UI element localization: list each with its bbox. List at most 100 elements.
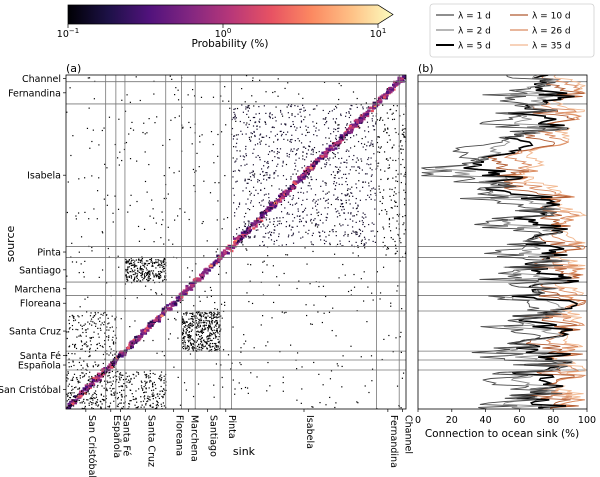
heatmap-point — [359, 229, 362, 231]
heatmap-point — [363, 243, 365, 245]
heatmap-point — [388, 334, 390, 337]
heatmap-point — [270, 239, 273, 241]
heatmap-cell — [269, 203, 273, 206]
heatmap-cell — [178, 295, 182, 298]
heatmap-point — [362, 106, 364, 108]
heatmap-point — [267, 167, 269, 169]
heatmap-point — [387, 159, 389, 161]
heatmap-point — [177, 89, 179, 91]
heatmap-point — [324, 182, 326, 184]
heatmap-cell — [319, 155, 323, 158]
heatmap-point — [300, 237, 302, 239]
heatmap-point — [302, 104, 304, 106]
heatmap-point — [100, 406, 102, 408]
heatmap-point — [320, 239, 322, 241]
heatmap-point — [315, 178, 317, 181]
heatmap-point — [280, 123, 282, 125]
heatmap-point — [282, 175, 285, 177]
heatmap-point — [272, 265, 274, 267]
heatmap-point — [199, 324, 201, 327]
heatmap-point — [197, 311, 199, 313]
heatmap-point — [245, 340, 247, 342]
heatmap-point — [298, 140, 301, 142]
heatmap-point — [249, 280, 251, 282]
heatmap-point — [232, 138, 234, 140]
heatmap-point — [114, 319, 116, 321]
heatmap-point — [328, 234, 330, 236]
heatmap-point — [125, 258, 127, 261]
heatmap-point — [216, 330, 218, 332]
heatmap-cell — [395, 83, 399, 86]
series-line — [421, 75, 568, 409]
heatmap-point — [273, 151, 275, 153]
heatmap-point — [66, 400, 68, 402]
heatmap-point — [367, 157, 370, 159]
heatmap-point — [126, 94, 128, 96]
heatmap-point — [343, 161, 345, 163]
heatmap-point — [395, 247, 397, 250]
heatmap-point — [260, 226, 262, 228]
heatmap-point — [288, 116, 290, 119]
heatmap-point — [236, 180, 238, 182]
heatmap-point — [285, 311, 287, 314]
heatmap-point — [216, 321, 218, 323]
heatmap-point — [277, 157, 279, 159]
heatmap-cell — [376, 103, 380, 106]
heatmap-point — [196, 317, 198, 319]
heatmap-point — [342, 263, 344, 266]
heatmap-point — [386, 132, 388, 134]
heatmap-cell — [114, 357, 119, 360]
heatmap-point — [163, 261, 165, 263]
heatmap-point — [335, 137, 337, 139]
heatmap-point — [77, 393, 79, 396]
heatmap-cell — [279, 193, 284, 196]
heatmap-point — [250, 200, 252, 202]
heatmap-point — [73, 373, 76, 375]
heatmap-point — [263, 178, 265, 180]
heatmap-point — [74, 353, 76, 355]
heatmap-point — [329, 157, 331, 159]
heatmap-point — [363, 300, 365, 302]
heatmap-point — [274, 135, 277, 137]
heatmap-point — [285, 221, 288, 223]
heatmap-point — [184, 340, 186, 342]
heatmap-point — [388, 223, 391, 225]
heatmap-point — [384, 128, 386, 130]
heatmap-point — [302, 151, 304, 153]
heatmap-point — [266, 174, 268, 176]
heatmap-point — [404, 191, 406, 194]
heatmap-point — [146, 273, 148, 275]
heatmap-point — [198, 318, 200, 321]
heatmap-point — [330, 133, 332, 135]
heatmap-point — [362, 221, 364, 224]
heatmap-cell — [104, 367, 109, 370]
heatmap-point — [400, 242, 402, 244]
heatmap-point — [156, 116, 158, 118]
heatmap-point — [302, 217, 304, 219]
heatmap-point — [190, 312, 192, 315]
heatmap-point — [212, 345, 214, 348]
heatmap-point — [215, 363, 218, 365]
heatmap-point — [94, 325, 97, 327]
heatmap-point — [138, 271, 140, 274]
heatmap-point — [203, 180, 205, 182]
heatmap-point — [144, 398, 146, 400]
heatmap-point — [188, 121, 190, 124]
heatmap-point — [352, 91, 355, 93]
heatmap-point — [281, 311, 283, 313]
heatmap-point — [370, 355, 373, 357]
heatmap-point — [164, 392, 166, 394]
heatmap-point — [210, 328, 212, 330]
heatmap-point — [68, 361, 70, 364]
heatmap-point — [67, 372, 69, 374]
heatmap-point — [333, 180, 335, 183]
heatmap-cell — [205, 272, 209, 275]
heatmap-point — [118, 373, 121, 375]
heatmap-point — [253, 176, 255, 178]
heatmap-point — [128, 402, 130, 405]
heatmap-point — [155, 404, 157, 406]
heatmap-point — [345, 112, 348, 114]
heatmap-point — [206, 347, 208, 349]
heatmap-point — [379, 169, 382, 171]
heatmap-point — [171, 296, 173, 298]
